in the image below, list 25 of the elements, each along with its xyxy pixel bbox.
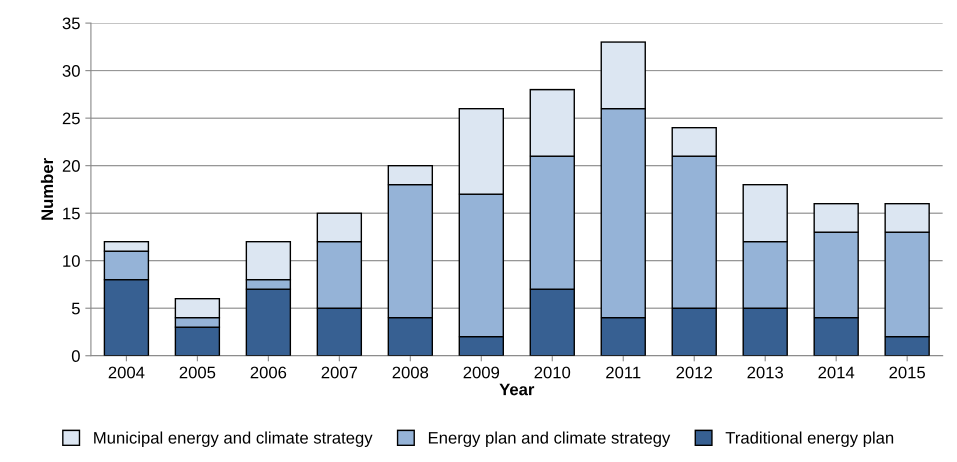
x-tick-label: 2010 bbox=[534, 366, 570, 378]
y-tick-label: 25 bbox=[62, 112, 80, 124]
x-tick-label: 2006 bbox=[250, 366, 286, 378]
y-tick-label: 5 bbox=[72, 302, 80, 314]
x-tick-label: 2011 bbox=[606, 366, 640, 378]
x-tick-label: 2005 bbox=[180, 366, 216, 378]
x-tick-label: 2013 bbox=[748, 366, 784, 378]
y-tick-label: 15 bbox=[63, 208, 80, 220]
x-tick-label: 2009 bbox=[464, 366, 500, 378]
legend-label: Energy plan and climate strategy bbox=[428, 431, 670, 447]
legend-label: Traditional energy plan bbox=[726, 431, 894, 447]
legend-label: Municipal energy and climate strategy bbox=[94, 431, 373, 447]
y-tick-label: 35 bbox=[62, 18, 80, 30]
y-tick-label: 30 bbox=[62, 65, 80, 77]
x-tick-label: 2014 bbox=[818, 366, 854, 378]
x-tick-label: 2007 bbox=[322, 366, 358, 378]
x-tick-label: 2004 bbox=[108, 366, 144, 378]
x-axis-title: Year bbox=[499, 384, 534, 396]
y-tick-label: 20 bbox=[62, 160, 80, 172]
x-tick-label: 2015 bbox=[889, 366, 925, 378]
y-tick-label: 0 bbox=[72, 350, 80, 362]
x-tick-label: 2008 bbox=[392, 366, 428, 378]
y-axis-title: Number bbox=[40, 158, 54, 220]
y-tick-label: 10 bbox=[63, 255, 80, 267]
x-tick-label: 2012 bbox=[676, 366, 712, 378]
